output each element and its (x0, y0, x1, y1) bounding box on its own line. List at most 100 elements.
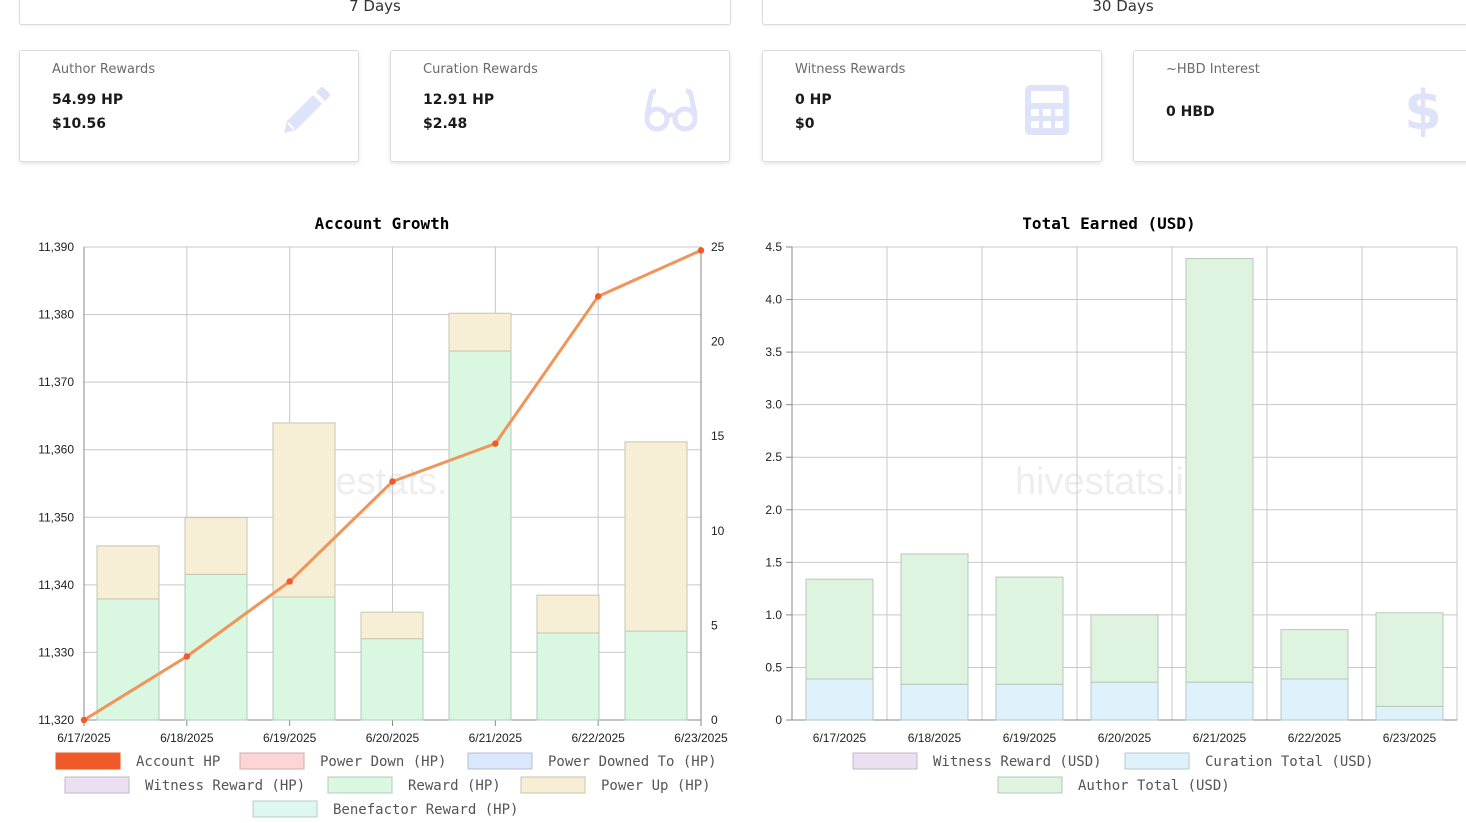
legend-swatch (467, 752, 533, 770)
hbd-interest-card: ~HBD Interest 0 HBD $ (1133, 50, 1466, 162)
legend-swatch (239, 752, 305, 770)
legend-label: Benefactor Reward (HP) (333, 802, 518, 818)
bar-segment (1280, 629, 1349, 680)
y-tick-right: 15 (711, 429, 725, 443)
bar-segment (360, 638, 424, 721)
account-growth-chart: hivestats.io Account Growth 11,32011,330… (38, 214, 728, 818)
y-tick-right: 5 (711, 618, 718, 632)
bar-segment (448, 312, 512, 352)
legend-label: Power Up (HP) (601, 778, 711, 794)
x-tick-label: 6/23/2025 (1383, 731, 1437, 745)
y-tick-right: 20 (711, 335, 725, 349)
bar-segment (1185, 681, 1254, 721)
y-tick-left: 11,350 (38, 510, 74, 524)
x-tick-label: 6/20/2025 (366, 731, 420, 745)
x-tick-label: 6/22/2025 (1288, 731, 1342, 745)
x-tick-label: 6/19/2025 (1003, 731, 1057, 745)
y-tick-left: 11,360 (38, 443, 74, 457)
legend-swatch (55, 752, 121, 770)
y-tick-left: 11,340 (38, 578, 74, 592)
legend-label: Power Downed To (HP) (548, 754, 717, 770)
x-tick-label: 6/17/2025 (57, 731, 111, 745)
y-tick-label: 2.0 (765, 503, 782, 517)
card-label: Author Rewards (52, 62, 156, 77)
card-label: ~HBD Interest (1166, 62, 1260, 77)
x-tick-label: 6/18/2025 (160, 731, 214, 745)
y-tick-right: 25 (711, 240, 725, 254)
bar-segment (624, 441, 688, 632)
bar-segment (1090, 681, 1159, 721)
bar-segment (1375, 612, 1444, 707)
card-value-usd: $10.56 (52, 116, 107, 132)
line-point (594, 293, 602, 300)
bar-segment (360, 611, 424, 640)
chart-title: Total Earned (USD) (1022, 214, 1195, 233)
bar-segment (272, 596, 336, 721)
bar-segment (1090, 614, 1159, 683)
bar-segment (624, 630, 688, 721)
y-tick-label: 4.5 (765, 240, 782, 254)
glasses-icon (644, 88, 698, 132)
legend-label: Power Down (HP) (320, 754, 446, 770)
x-tick-label: 6/23/2025 (674, 731, 728, 745)
line-point (492, 440, 499, 447)
bar-segment (96, 598, 160, 721)
bar-segment (1185, 258, 1254, 683)
bar-segment (536, 594, 600, 634)
bar-segment (1280, 678, 1349, 721)
y-tick-left: 11,320 (38, 713, 74, 727)
legend-label: Reward (HP) (408, 778, 501, 794)
x-tick-label: 6/20/2025 (1098, 731, 1152, 745)
legend-swatch (327, 776, 393, 794)
line-point (286, 578, 293, 585)
y-tick-label: 1.0 (765, 608, 782, 622)
y-tick-left: 11,330 (38, 645, 74, 659)
legend-label: Account HP (136, 754, 220, 770)
pencil-icon (284, 87, 330, 133)
y-tick-left: 11,390 (38, 240, 74, 254)
legend-swatch (852, 752, 918, 770)
line-point (697, 247, 705, 254)
card-value-hp: 54.99 HP (52, 92, 124, 108)
legend-swatch (997, 776, 1063, 794)
y-tick-left: 11,380 (38, 308, 74, 322)
legend-swatch (1124, 752, 1190, 770)
tab-30-days[interactable]: 30 Days (762, 0, 1466, 25)
x-tick-label: 6/21/2025 (469, 731, 523, 745)
line-point (389, 478, 396, 485)
legend-label: Author Total (USD) (1078, 778, 1230, 794)
line-point (183, 653, 191, 660)
chart-watermark: hivestats.io (1015, 461, 1205, 503)
chart-title: Account Growth (315, 214, 450, 233)
x-tick-label: 6/19/2025 (263, 731, 317, 745)
total-earned-chart: hivestats.io Total Earned (USD) 0 0.5 1.0 1… (765, 214, 1458, 794)
legend-swatch (64, 776, 130, 794)
y-tick-label: 3.5 (765, 345, 782, 359)
tab-label: 30 Days (1092, 0, 1154, 15)
card-value-usd: $2.48 (423, 116, 468, 132)
bar-segment (1375, 705, 1444, 721)
bar-segment (995, 683, 1064, 721)
tab-7-days[interactable]: 7 Days (19, 0, 731, 25)
dollar-icon: $ (1404, 81, 1442, 137)
author-rewards-card: Author Rewards 54.99 HP $10.56 (19, 50, 359, 162)
bar-segment (184, 573, 248, 721)
card-value-usd: $0 (795, 116, 815, 132)
bar-segment (805, 578, 874, 680)
card-label: Curation Rewards (423, 62, 538, 77)
bar-segment (184, 517, 248, 575)
legend-label: Witness Reward (USD) (933, 754, 1102, 770)
witness-rewards-card: Witness Rewards 0 HP $0 (762, 50, 1102, 162)
y-tick-label: 3.0 (765, 398, 782, 412)
x-tick-label: 6/18/2025 (908, 731, 962, 745)
tab-label: 7 Days (349, 0, 401, 15)
card-label: Witness Rewards (795, 62, 906, 77)
curation-rewards-card: Curation Rewards 12.91 HP $2.48 (390, 50, 730, 162)
bar-segment (272, 422, 336, 598)
calculator-icon (1025, 85, 1069, 135)
y-tick-right: 10 (711, 524, 725, 538)
bar-segment (448, 350, 512, 721)
card-value-hbd: 0 HBD (1166, 104, 1215, 120)
card-value-hp: 12.91 HP (423, 92, 495, 108)
y-tick-label: 0 (775, 713, 782, 727)
